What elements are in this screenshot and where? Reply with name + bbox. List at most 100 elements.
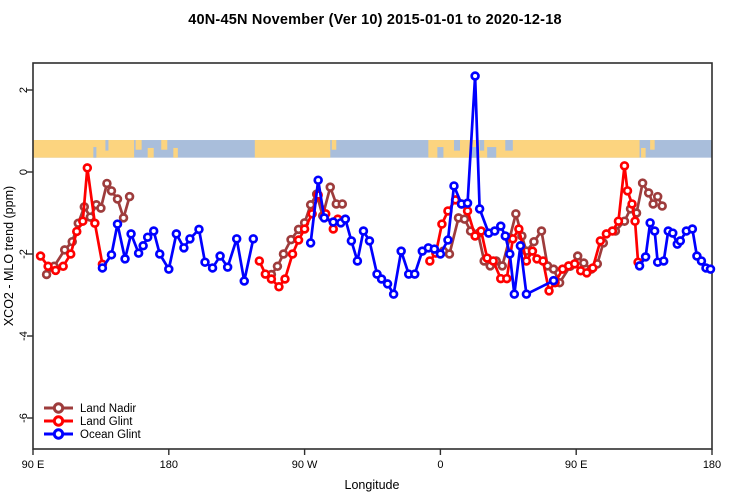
data-point-ocean-glint: [231, 234, 242, 244]
data-point-land-nadir: [59, 245, 70, 255]
x-tick-label: 180: [160, 459, 178, 471]
data-point-ocean-glint: [185, 234, 195, 244]
map-strip-inland-sea: [437, 147, 444, 158]
data-point-land-glint: [502, 273, 512, 284]
data-point-land-nadir: [536, 226, 547, 236]
data-point-land-glint: [50, 265, 61, 276]
data-point-ocean-glint: [120, 254, 130, 264]
data-point-land-glint: [544, 286, 554, 296]
data-point-ocean-glint: [138, 241, 148, 251]
x-tick-label: 90 E: [22, 459, 45, 471]
y-tick-label: 0: [18, 169, 30, 175]
data-point-land-glint: [613, 216, 624, 226]
data-point-ocean-glint: [449, 181, 459, 191]
data-point-land-glint: [595, 236, 606, 246]
data-point-ocean-glint: [640, 252, 651, 262]
data-point-land-nadir: [529, 236, 539, 247]
data-point-land-glint: [488, 256, 498, 266]
series-line-land-glint: [428, 164, 640, 293]
data-point-land-glint: [293, 235, 304, 245]
data-point-land-glint: [462, 206, 473, 216]
data-point-land-glint: [82, 163, 93, 173]
map-strip-inland-sea: [93, 147, 97, 158]
data-point-land-glint: [425, 256, 435, 266]
data-point-land-glint: [607, 226, 618, 236]
data-point-ocean-glint: [164, 264, 174, 274]
data-point-ocean-glint: [179, 243, 189, 253]
data-point-ocean-glint: [346, 236, 357, 246]
data-point-ocean-glint: [313, 175, 323, 185]
data-point-land-glint: [280, 274, 290, 284]
map-strip-coast-land: [135, 140, 142, 150]
data-point-ocean-glint: [696, 256, 707, 266]
data-point-ocean-glint: [154, 249, 165, 259]
data-point-ocean-glint: [634, 261, 645, 271]
data-point-land-nadir: [578, 258, 589, 268]
data-point-ocean-glint: [248, 234, 259, 244]
data-point-ocean-glint: [435, 249, 446, 259]
data-point-land-nadir: [286, 234, 296, 245]
data-point-ocean-glint: [194, 224, 204, 235]
data-point-land-glint: [78, 216, 88, 226]
data-point-ocean-glint: [496, 221, 506, 231]
data-point-land-nadir: [278, 249, 289, 259]
data-point-ocean-glint: [328, 217, 339, 227]
data-point-land-glint: [72, 226, 82, 237]
series-line-ocean-glint: [101, 222, 255, 283]
data-point-ocean-glint: [409, 269, 420, 279]
y-axis-label: XCO2 - MLO trend (ppm): [2, 186, 16, 326]
legend-label-2: Ocean Glint: [80, 429, 142, 441]
data-point-land-nadir: [325, 182, 336, 192]
data-point-land-glint: [470, 231, 480, 241]
data-point-ocean-glint: [500, 231, 511, 241]
map-strip-inland-sea: [470, 147, 477, 158]
data-point-ocean-glint: [352, 256, 363, 266]
data-point-ocean-glint: [396, 246, 406, 256]
data-point-land-glint: [588, 263, 598, 273]
data-point-ocean-glint: [171, 229, 182, 239]
data-point-ocean-glint: [376, 274, 387, 284]
data-point-land-glint: [260, 269, 271, 279]
x-tick-label: 90 W: [292, 459, 318, 471]
data-point-land-glint: [43, 261, 53, 272]
data-point-ocean-glint: [429, 244, 440, 254]
data-point-land-glint: [627, 199, 637, 209]
legend-marker-0: [52, 402, 65, 414]
data-point-ocean-glint: [358, 226, 369, 236]
map-strip-land: [254, 140, 331, 158]
map-strip-inland-sea: [487, 147, 497, 158]
data-point-ocean-glint: [305, 238, 316, 248]
data-point-land-glint: [476, 226, 486, 236]
data-point-land-glint: [437, 219, 447, 229]
x-tick-label: 90 E: [565, 459, 588, 471]
data-point-ocean-glint: [462, 198, 473, 208]
data-point-land-glint: [58, 261, 68, 272]
data-point-land-nadir: [511, 209, 521, 219]
map-strip-inland-sea: [105, 140, 109, 151]
plot-frame: [32, 62, 713, 450]
data-point-land-glint: [521, 256, 532, 266]
data-point-ocean-glint: [133, 248, 144, 258]
data-point-ocean-glint: [319, 213, 329, 223]
data-point-ocean-glint: [200, 257, 210, 267]
data-point-land-nadir: [272, 261, 283, 272]
x-tick-label: 180: [703, 459, 721, 471]
map-strip-coast-land: [161, 140, 168, 150]
data-point-ocean-glint: [148, 226, 159, 236]
data-point-land-nadir: [657, 201, 667, 211]
data-point-land-glint: [508, 234, 518, 244]
data-point-land-nadir: [548, 264, 559, 274]
data-point-land-glint: [538, 256, 548, 266]
data-point-ocean-glint: [97, 263, 108, 273]
data-point-ocean-glint: [649, 226, 660, 236]
data-point-land-nadir: [337, 199, 348, 209]
map-strip-coast-land: [331, 140, 337, 150]
data-point-land-nadir: [41, 269, 52, 280]
data-point-land-glint: [622, 186, 633, 196]
legend-label-0: Land Nadir: [80, 403, 136, 415]
data-point-land-nadir: [637, 178, 648, 188]
map-strip-land: [33, 140, 135, 158]
data-point-land-glint: [90, 218, 100, 229]
data-point-land-glint: [630, 216, 640, 226]
